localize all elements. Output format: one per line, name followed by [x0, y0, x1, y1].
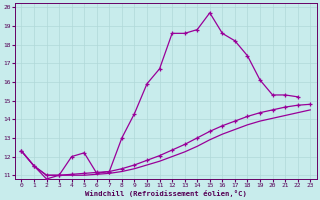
X-axis label: Windchill (Refroidissement éolien,°C): Windchill (Refroidissement éolien,°C)	[85, 190, 247, 197]
